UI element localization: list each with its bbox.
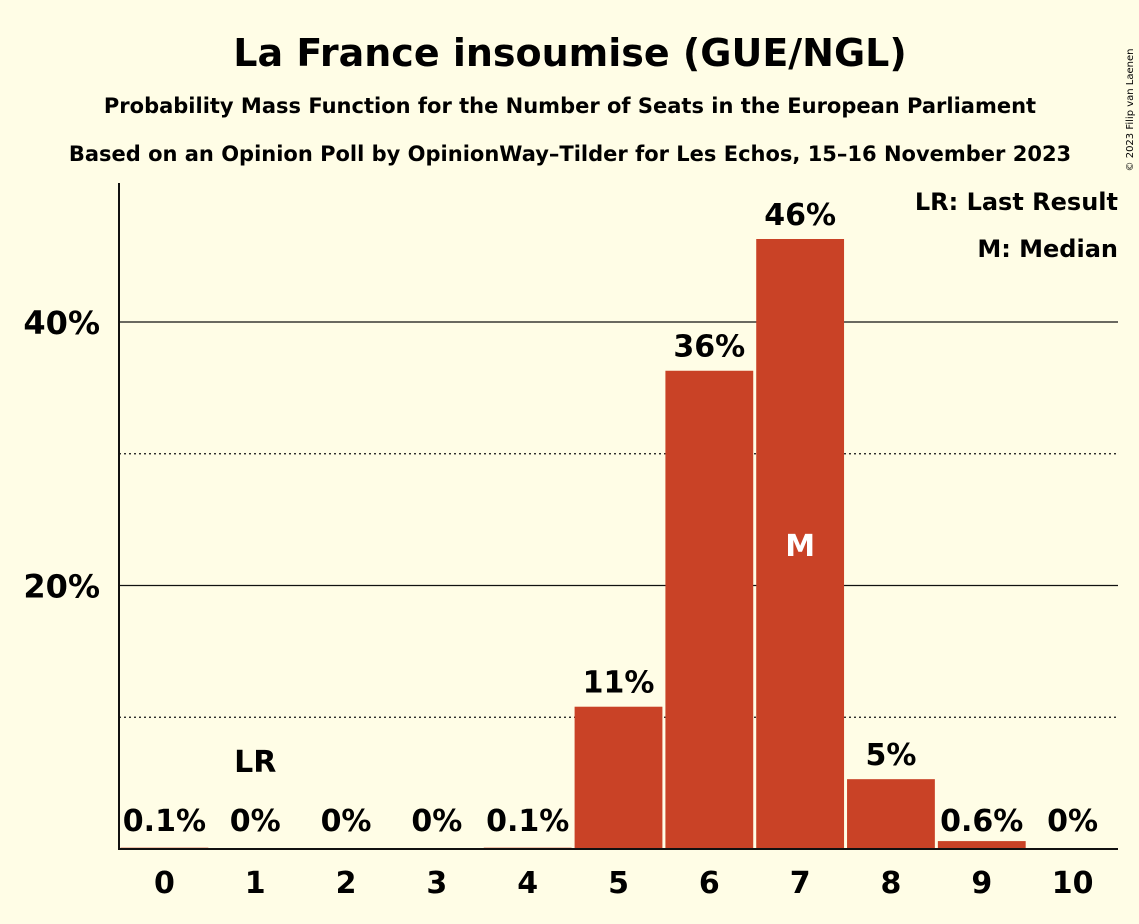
chart-title: La France insoumise (GUE/NGL) bbox=[233, 31, 907, 75]
x-tick-label: 5 bbox=[608, 866, 629, 901]
legend-median: M: Median bbox=[977, 235, 1118, 263]
bar bbox=[937, 841, 1026, 849]
value-label: 0.1% bbox=[123, 804, 206, 839]
value-label: 0% bbox=[1047, 804, 1098, 839]
x-tick-label: 0 bbox=[154, 866, 175, 901]
last-result-marker: LR bbox=[234, 745, 276, 780]
chart-subtitle: Probability Mass Function for the Number… bbox=[104, 94, 1036, 118]
value-label: 0% bbox=[321, 804, 372, 839]
x-tick-label: 10 bbox=[1052, 866, 1094, 901]
y-tick-labels: 20% 40% bbox=[23, 304, 100, 606]
value-labels: 0.1% 0% 0% 0% 0.1% 11% 36% 46% 5% 0.6% 0% bbox=[123, 198, 1098, 839]
chart-source: Based on an Opinion Poll by OpinionWay–T… bbox=[69, 142, 1071, 166]
bar bbox=[665, 370, 754, 849]
value-label: 0% bbox=[411, 804, 462, 839]
x-tick-label: 2 bbox=[336, 866, 357, 901]
value-label: 5% bbox=[865, 738, 916, 773]
x-tick-label: 1 bbox=[245, 866, 266, 901]
value-label: 11% bbox=[583, 666, 655, 701]
y-tick-label: 20% bbox=[23, 568, 100, 606]
x-tick-label: 9 bbox=[971, 866, 992, 901]
value-label: 0.1% bbox=[486, 804, 569, 839]
value-label: 0% bbox=[230, 804, 281, 839]
bar bbox=[574, 706, 663, 849]
markers: M LR bbox=[234, 529, 815, 780]
bars bbox=[120, 238, 1026, 849]
x-tick-label: 8 bbox=[881, 866, 902, 901]
gridlines bbox=[119, 321, 1118, 718]
value-label: 0.6% bbox=[940, 804, 1023, 839]
copyright-text: © 2023 Filip van Laenen bbox=[1125, 49, 1136, 172]
median-marker: M bbox=[785, 529, 815, 564]
x-tick-label: 3 bbox=[426, 866, 447, 901]
x-tick-labels: 0 1 2 3 4 5 6 7 8 9 10 bbox=[154, 866, 1093, 901]
bar bbox=[756, 238, 845, 849]
value-label: 36% bbox=[673, 330, 745, 365]
x-tick-label: 7 bbox=[790, 866, 811, 901]
legend-last-result: LR: Last Result bbox=[915, 188, 1118, 216]
x-tick-label: 4 bbox=[517, 866, 538, 901]
bar bbox=[847, 779, 935, 849]
x-tick-label: 6 bbox=[699, 866, 720, 901]
y-tick-label: 40% bbox=[23, 304, 100, 342]
value-label: 46% bbox=[764, 198, 836, 233]
